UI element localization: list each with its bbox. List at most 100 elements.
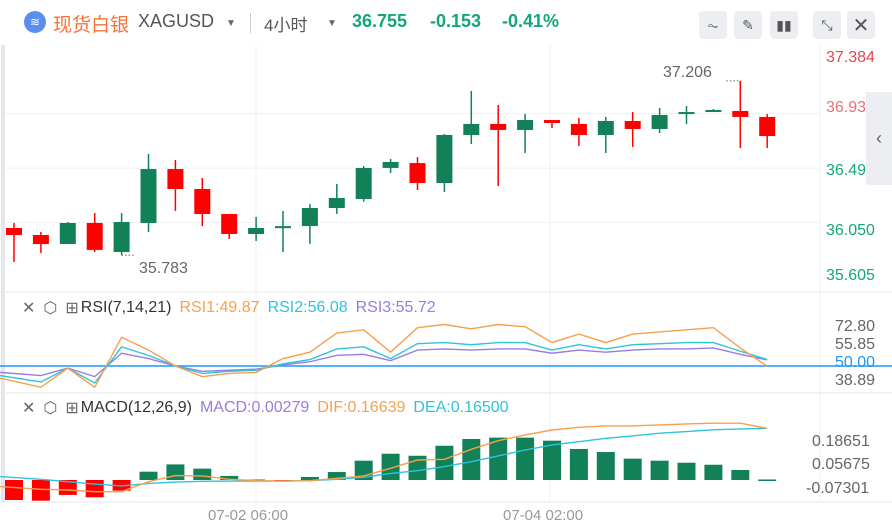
collapse-button[interactable]: ⤡ <box>813 11 841 39</box>
candle-type-button[interactable]: ▮▮ <box>770 11 798 39</box>
candle-body <box>570 123 587 135</box>
indicator-button[interactable]: ⏦ <box>699 11 727 39</box>
rsi1-value: RSI1:49.87 <box>179 299 260 316</box>
chevron-left-icon: ‹ <box>876 128 882 148</box>
candle-body <box>221 214 238 234</box>
candle-body <box>301 208 318 227</box>
dea-value: DEA:0.16500 <box>413 399 509 416</box>
draw-icon: ✎ <box>742 16 754 33</box>
candle-body <box>167 169 184 190</box>
price-axis-label: 36.494 <box>826 162 875 179</box>
candle-body <box>759 116 776 137</box>
close-icon[interactable]: ✕ <box>22 300 36 317</box>
macd-bar <box>327 472 346 480</box>
macd-bar <box>650 460 669 480</box>
rsi3-value: RSI3:55.72 <box>355 299 436 316</box>
indicator-icon: ⏦ <box>707 16 719 33</box>
candle-body <box>544 120 560 123</box>
candle-body <box>140 169 157 223</box>
macd-line-dif_s <box>0 422 768 493</box>
candle-body <box>597 121 614 135</box>
macd-axis-label: 0.05675 <box>812 456 870 473</box>
macd-bar <box>758 479 777 481</box>
candle-body <box>59 222 76 245</box>
rsi2-value: RSI2:56.08 <box>267 299 348 316</box>
macd-bar <box>220 475 239 480</box>
candle-body <box>248 227 265 234</box>
rsi-line-s1 <box>0 323 768 389</box>
price-change-percent: -0.41% <box>502 11 560 31</box>
macd-bar <box>462 438 481 480</box>
candle-body <box>275 226 291 229</box>
macd-axis-label: -0.07301 <box>806 480 870 497</box>
rsi-axis-label: 55.85 <box>835 336 876 353</box>
candle-body <box>32 234 49 245</box>
macd-bar <box>623 458 642 480</box>
macd-label: MACD(12,26,9) <box>80 399 192 416</box>
divider <box>250 13 251 33</box>
price-axis-label: 36.050 <box>826 222 875 239</box>
settings-icon[interactable]: ⬡ <box>43 400 58 417</box>
macd-header: ✕ ⬡ ⊞ MACD(12,26,9) MACD:0.00279 DIF:0.1… <box>22 398 509 418</box>
macd-value: MACD:0.00279 <box>199 399 310 416</box>
candle-body <box>409 163 426 184</box>
candle-body <box>705 109 722 112</box>
candle-body <box>436 134 453 184</box>
rsi-axis-label: 72.80 <box>835 318 876 335</box>
macd-bar <box>193 468 212 480</box>
candle-body <box>6 227 22 235</box>
price-axis-label: 35.605 <box>826 267 875 284</box>
macd-bar <box>516 437 535 480</box>
macd-bar <box>85 480 104 498</box>
price-change: -0.153 <box>430 11 482 31</box>
candle-body <box>732 110 749 117</box>
symbol-selector[interactable]: XAGUSD <box>138 11 215 31</box>
candle-body <box>113 221 130 253</box>
macd-bar <box>31 480 50 501</box>
candle-body <box>678 112 695 115</box>
rsi-line-s3 <box>0 347 768 378</box>
close-icon[interactable]: ✕ <box>22 400 36 417</box>
candle-body <box>490 123 507 130</box>
close-icon: ✕ <box>852 14 870 37</box>
rsi-axis-label: 50.00 <box>835 354 876 371</box>
candle-body <box>517 120 534 130</box>
macd-line-dea_s <box>0 427 768 487</box>
macd-bar <box>5 480 23 500</box>
macd-bar <box>569 448 588 480</box>
silver-logo-icon: ≋ <box>24 11 46 33</box>
settings-icon[interactable]: ⬡ <box>43 300 58 317</box>
candle-type-icon: ▮▮ <box>776 16 792 33</box>
rsi-line-s2 <box>0 341 768 384</box>
price-axis-label: 37.384 <box>826 49 875 66</box>
rsi-axis-label: 38.89 <box>835 372 876 389</box>
time-axis-label: 07-02 06:00 <box>208 507 289 524</box>
candle-body <box>651 115 668 129</box>
time-axis-label: 07-04 02:00 <box>503 507 584 524</box>
chevron-down-icon[interactable]: ▼ <box>327 18 337 29</box>
candle-body <box>86 222 103 250</box>
macd-bar <box>543 440 561 480</box>
instrument-title[interactable]: 现货白银 <box>53 15 130 36</box>
macd-bar <box>435 445 454 480</box>
macd-bar <box>489 437 508 480</box>
chevron-down-icon[interactable]: ▼ <box>226 18 236 29</box>
candle-body <box>355 167 372 199</box>
add-icon[interactable]: ⊞ <box>65 400 79 417</box>
macd-bar <box>139 471 158 480</box>
period-selector[interactable]: 4小时 <box>264 16 308 35</box>
macd-bar <box>731 470 750 480</box>
candle-body <box>382 161 399 168</box>
add-icon[interactable]: ⊞ <box>65 300 79 317</box>
candle-body <box>463 123 480 135</box>
draw-button[interactable]: ✎ <box>734 11 762 39</box>
macd-axis-label: 0.18651 <box>812 433 870 450</box>
side-panel-toggle[interactable]: ‹ <box>866 92 892 185</box>
macd-bar <box>300 476 319 480</box>
macd-bar <box>704 464 723 480</box>
candle-body <box>328 197 345 209</box>
candle-body <box>194 189 211 215</box>
close-button[interactable]: ✕ <box>847 11 875 39</box>
price-axis-label: 36.939 <box>826 99 875 116</box>
